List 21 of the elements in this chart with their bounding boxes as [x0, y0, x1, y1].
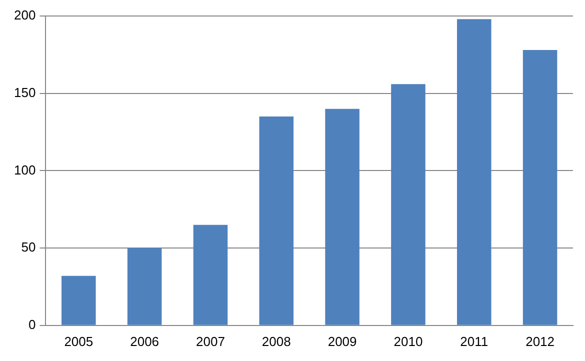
bar — [259, 116, 294, 325]
x-tick-label: 2011 — [460, 334, 488, 349]
x-tick-label: 2005 — [64, 334, 94, 349]
bar — [193, 224, 228, 325]
bar — [522, 50, 558, 325]
bar — [391, 84, 426, 325]
bar — [62, 276, 96, 325]
bar — [325, 108, 360, 325]
y-tick-label: 200 — [14, 8, 36, 23]
x-tick-label: 2012 — [526, 334, 555, 349]
x-tick-label: 2008 — [262, 334, 291, 349]
bar — [456, 19, 492, 325]
x-tick-label: 2010 — [394, 334, 423, 349]
x-tick-label: 2009 — [328, 334, 357, 349]
x-tick-label: 2006 — [130, 334, 160, 349]
y-tick-label: 100 — [14, 162, 36, 178]
bar — [127, 248, 162, 325]
y-tick-label: 0 — [28, 316, 36, 332]
x-tick-label: 2007 — [196, 334, 225, 349]
y-tick-label: 50 — [21, 240, 36, 255]
y-tick-label: 150 — [14, 84, 36, 100]
